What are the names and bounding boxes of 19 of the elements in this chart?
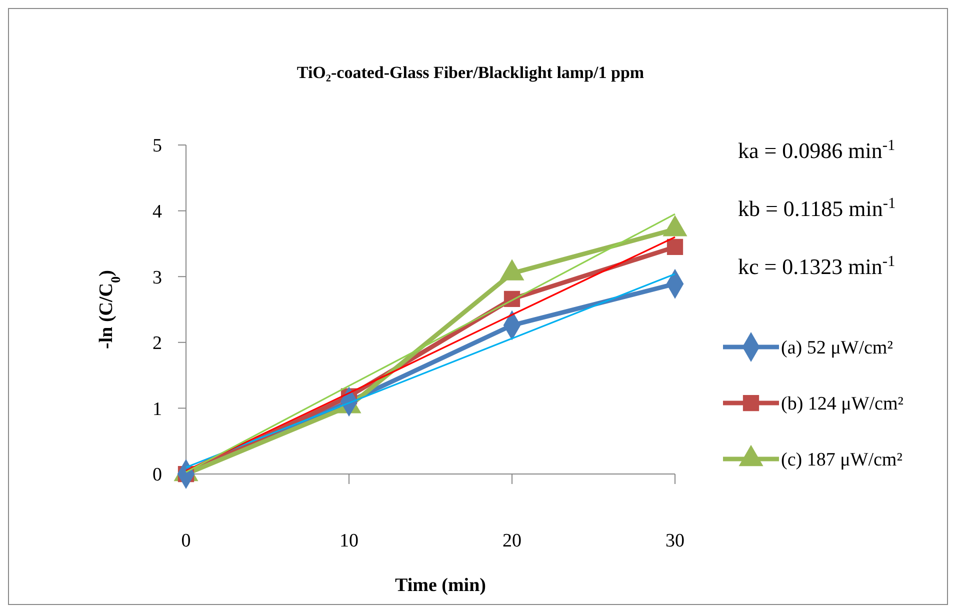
legend-label: (c) 187 μW/cm² xyxy=(781,450,903,471)
text: ka = 0.0986 min$^{-1}$ xyxy=(738,136,896,163)
y-tick-label: 0 xyxy=(152,464,162,486)
text: kc = 0.1323 min$^{-1}$ xyxy=(738,252,896,279)
chart-title: TiO₂-coated-Glass Fiber/Blacklight lamp/1 ppm xyxy=(296,63,644,82)
point xyxy=(666,238,684,256)
legend-label: (a) 52 μW/cm² xyxy=(781,338,894,359)
y-tick-label: 4 xyxy=(152,201,162,222)
y-tick-label: 5 xyxy=(152,136,162,157)
x-tick-label: 20 xyxy=(502,530,522,552)
x-tick-label: 0 xyxy=(181,530,191,552)
x-tick-label: 30 xyxy=(666,530,684,552)
y-tick-label: 2 xyxy=(152,333,162,354)
y-tick-label: 1 xyxy=(152,398,162,420)
y-tick-label: 3 xyxy=(152,267,162,288)
x-axis-title: Time (min) xyxy=(395,575,486,596)
x-tick-label: 10 xyxy=(340,530,358,552)
text: kb = 0.1185 min$^{-1}$ xyxy=(738,194,896,221)
legend-label: (b) 124 μW/cm² xyxy=(781,394,904,415)
